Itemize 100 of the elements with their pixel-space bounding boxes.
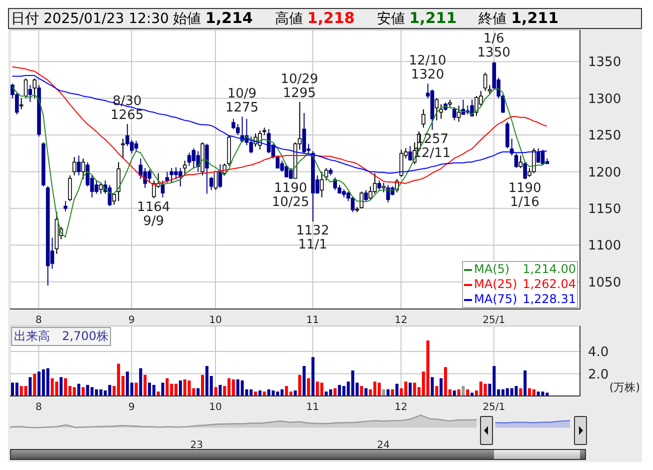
y-tick-label: 2.0 [588,367,609,382]
candlestick [192,148,196,169]
legend-label: MA(5) 1,214.00 [474,262,576,277]
candlestick [514,152,518,169]
x-tick-label: 12 [394,315,408,326]
candlestick [518,155,523,169]
bar [267,389,270,396]
bar [532,389,536,396]
bar [302,366,306,396]
candlestick [483,72,488,92]
bar [536,392,540,396]
candlestick [28,84,32,102]
bar [272,390,275,396]
x-tick-label: 12 [394,402,408,414]
candlestick [196,150,200,172]
candlestick [138,158,143,180]
bar [430,377,434,396]
bar [294,390,297,396]
annotation: 8/30 1265 [110,94,144,123]
bar [196,388,200,396]
bar [108,384,112,396]
bar [360,386,364,396]
bar [232,379,235,396]
legend-label: MA(75) 1,228.31 [474,292,576,307]
candlestick [68,174,72,202]
candlestick [76,155,81,176]
y-tick-label: 1300 [588,92,622,107]
bar [404,382,408,396]
bar [519,388,522,396]
bar [351,370,354,396]
annotation: 1190 1/16 [508,181,542,210]
bar [514,386,518,396]
bar [82,387,85,396]
candlestick [81,158,86,180]
bar [258,390,262,396]
bar [139,368,142,396]
bar [24,386,28,396]
text: 安値 1,211 [376,9,457,28]
x-tick-label: 25/1 [482,402,506,414]
text: 終値 1,211 [478,9,559,28]
candlestick [488,84,492,96]
bar [307,378,310,396]
candlestick [209,176,214,191]
bar [373,382,376,396]
bar [426,340,430,396]
bar [174,384,178,396]
x-tick-label: 24 [376,440,390,452]
candlestick [232,118,236,130]
bar [240,380,244,396]
candlestick [532,148,536,174]
candlestick [377,180,382,191]
candlestick [372,172,377,194]
candlestick [116,162,120,202]
bar [64,378,68,396]
candlestick [182,160,187,176]
legend-label: MA(25) 1,262.04 [474,277,576,292]
candlestick [288,168,293,180]
x-tick-label: 25/1 [482,315,506,326]
x-tick-label: 9 [128,402,135,414]
candlestick [134,140,138,152]
bar [134,382,138,396]
candlestick [452,106,456,121]
y-tick-label: 1350 [588,55,622,70]
chart-title: 出来高 2,700株 [11,327,112,346]
candlestick [434,98,439,121]
bar [152,384,156,396]
candlestick [422,108,426,128]
candlestick [205,143,209,194]
candlestick [98,182,103,194]
bar [391,389,394,396]
bar [218,384,222,396]
candlestick [408,146,412,162]
text: 高値 1,218 [274,9,355,28]
bar [55,382,58,396]
bar [166,378,169,396]
candlestick [32,78,36,99]
y-tick-label: 1200 [588,165,622,180]
bar [484,384,487,396]
bar [395,384,398,396]
candlestick [187,152,192,166]
candlestick [360,191,364,209]
bar [188,380,191,396]
annotation: 12/10 1320 [408,54,446,83]
candlestick [19,98,24,110]
x-tick-label: 11 [306,315,320,326]
bar [413,382,416,396]
candlestick [320,171,324,198]
candlestick [121,138,125,159]
candlestick [456,105,461,122]
candlestick [540,149,545,165]
x-tick-label: 8 [36,315,42,326]
bar [541,392,544,396]
candlestick [125,123,130,147]
bar [435,386,438,396]
bar [28,377,32,396]
bar [440,378,443,396]
bar [77,384,80,396]
bar [470,392,474,396]
candlestick [165,171,170,184]
candlestick [72,156,76,176]
